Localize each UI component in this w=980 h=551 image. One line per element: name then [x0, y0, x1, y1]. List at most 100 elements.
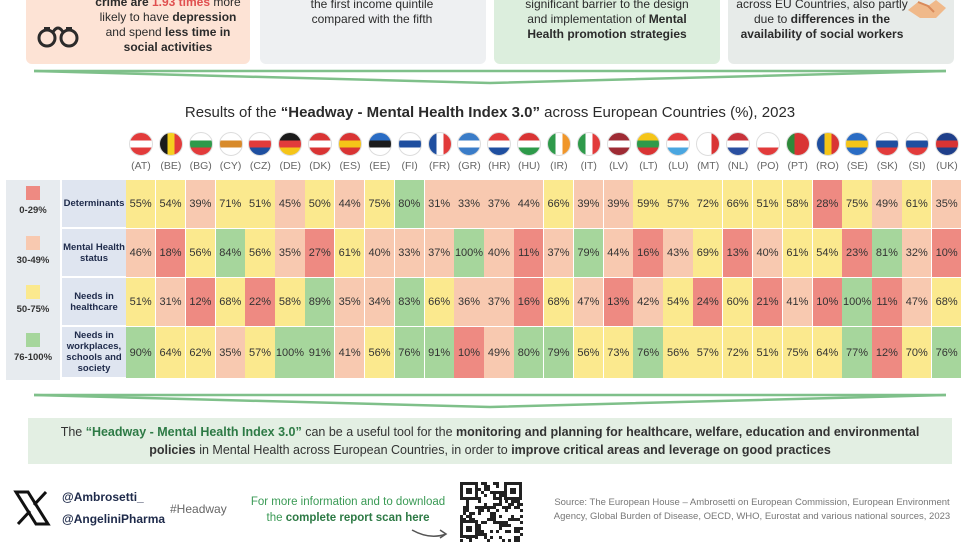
flag-icon — [606, 132, 631, 156]
table-cell: 23% — [842, 229, 872, 277]
table-cell: 84% — [215, 229, 245, 277]
country-si: (SI) — [901, 132, 933, 172]
country-code: (SE) — [846, 160, 868, 172]
divider-arrow-bottom — [34, 393, 946, 409]
table-cell: 91% — [305, 327, 335, 378]
country-fi: (FI) — [394, 132, 426, 172]
table-cell: 69% — [693, 229, 723, 277]
table-cell: 39% — [185, 180, 216, 228]
stat-card-barrier: significant barrier to the design and im… — [494, 0, 720, 64]
table-cell: 41% — [334, 327, 365, 378]
row-label: Needs in workplaces, schools and society — [62, 327, 126, 379]
flag-icon — [218, 132, 243, 156]
country-bg: (BG) — [185, 132, 217, 172]
table-cell: 47% — [573, 278, 604, 326]
table-cell: 59% — [633, 180, 663, 228]
table-cell: 55% — [126, 180, 156, 228]
country-code: (HR) — [488, 160, 511, 172]
country-code: (PT) — [787, 160, 808, 172]
legend-swatch — [26, 236, 40, 250]
country-code: (GR) — [457, 160, 481, 172]
card1-depression: depression — [172, 10, 237, 24]
flag-icon — [576, 132, 601, 156]
country-cz: (CZ) — [244, 132, 276, 172]
country-code: (UK) — [936, 160, 958, 172]
table-cell: 73% — [603, 327, 633, 378]
table-cell: 49% — [484, 327, 514, 378]
table-cell: 10% — [812, 278, 842, 326]
table-cell: 34% — [364, 278, 395, 326]
table-cell: 18% — [155, 229, 186, 277]
table-cell: 100% — [454, 229, 484, 277]
country-at: (AT) — [125, 132, 157, 172]
stat-card-income: the first income quintile compared with … — [260, 0, 486, 64]
flag-icon — [248, 132, 273, 156]
more-info-text: For more information and to download the… — [250, 496, 446, 524]
country-code: (LT) — [639, 160, 658, 172]
country-mt: (MT) — [692, 132, 724, 172]
table-cell: 21% — [752, 278, 783, 326]
flag-icon — [726, 132, 750, 156]
table-cell: 66% — [723, 180, 753, 228]
handshake-icon — [908, 0, 946, 18]
card1-text-b: more likely to have — [99, 0, 241, 24]
hashtag[interactable]: #Headway — [170, 502, 227, 516]
divider-arrow-top — [34, 69, 946, 85]
table-cell: 35% — [931, 180, 962, 228]
table-cell: 51% — [752, 180, 783, 228]
flag-icon — [517, 132, 542, 156]
table-cell: 44% — [514, 180, 544, 228]
flag-icon — [487, 132, 512, 156]
country-code: (IR) — [550, 160, 568, 172]
table-cell: 24% — [693, 278, 723, 326]
table-cell: 66% — [424, 278, 454, 326]
legend-swatch — [26, 285, 40, 299]
handle-angelini[interactable]: @AngeliniPharma — [62, 512, 166, 526]
country-code: (ES) — [339, 160, 361, 172]
x-logo-icon[interactable] — [12, 488, 52, 528]
legend: 0-29% 30-49% 50-75% 76-100% — [6, 180, 60, 380]
table-cell: 28% — [812, 180, 842, 228]
country-code: (PO) — [756, 160, 779, 172]
table-cell: 51% — [245, 180, 275, 228]
country-hr: (HR) — [483, 132, 515, 172]
country-be: (BE) — [155, 132, 187, 172]
table-cell: 42% — [633, 278, 663, 326]
table-cell: 37% — [484, 180, 514, 228]
table-cell: 10% — [454, 327, 484, 378]
table-cell: 39% — [573, 180, 604, 228]
flag-icon — [129, 132, 153, 156]
table-cell: 100% — [275, 327, 305, 378]
flag-icon — [308, 132, 333, 156]
country-code: (EE) — [369, 160, 391, 172]
table-cell: 35% — [334, 278, 365, 326]
legend-label: 50-75% — [16, 304, 50, 315]
table-cell: 50% — [305, 180, 335, 228]
country-code: (HU) — [517, 160, 541, 172]
table-cell: 44% — [334, 180, 365, 228]
chart-title: Results of the “Headway - Mental Health … — [184, 104, 796, 121]
country-code: (FI) — [401, 160, 418, 172]
card1-text-c: and spend — [105, 25, 165, 39]
table-cell: 81% — [872, 229, 902, 277]
flag-icon — [815, 132, 840, 156]
table-cell: 64% — [155, 327, 186, 378]
table-cell: 35% — [215, 327, 245, 378]
flag-icon — [188, 132, 213, 156]
card2-line1: the first income quintile — [310, 0, 434, 11]
card2-line2: compared with the fifth — [311, 12, 433, 26]
table-cell: 40% — [484, 229, 514, 277]
flag-icon — [696, 132, 721, 156]
handle-ambrosetti[interactable]: @Ambrosetti_ — [62, 490, 144, 504]
table-cell: 16% — [633, 229, 663, 277]
row-label: Needs in healthcare — [62, 278, 126, 327]
table-cell: 77% — [842, 327, 872, 378]
table-cell: 58% — [275, 278, 305, 326]
legend-label: 0-29% — [19, 205, 47, 216]
table-cell: 57% — [245, 327, 275, 378]
table-cell: 37% — [484, 278, 514, 326]
table-cell: 43% — [663, 229, 693, 277]
qr-code[interactable] — [458, 480, 524, 542]
country-code: (RO) — [816, 160, 839, 172]
country-code: (LU) — [668, 160, 689, 172]
